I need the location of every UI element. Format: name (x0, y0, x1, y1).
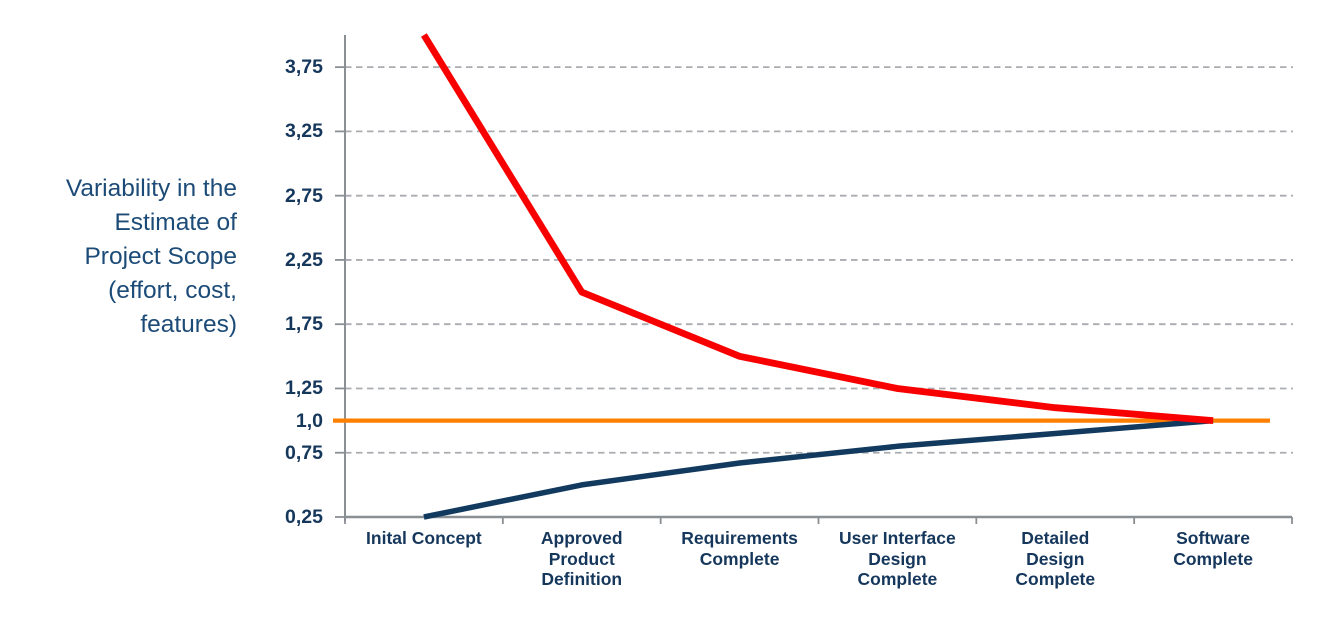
y-tick-label: 2,25 (285, 248, 323, 271)
x-category-label: Inital Concept (366, 528, 482, 548)
y-axis-title: Variability in the Estimate of Project S… (65, 175, 237, 338)
y-tick-label: 2,75 (285, 184, 323, 207)
x-category-label: Approved Product Definition (540, 528, 623, 589)
y-tick-label: 0,75 (285, 441, 323, 464)
lower-bound-estimate-line (423, 417, 1214, 520)
y-tick-label: 1,75 (285, 313, 323, 336)
y-tick-label: 3,75 (285, 56, 323, 79)
x-category-label: Software Complete (1173, 528, 1253, 569)
upper-bound-estimate-line (421, 33, 1214, 424)
y-tick-label: 3,25 (285, 120, 323, 143)
x-category-label: User Interface Design Complete (839, 528, 956, 589)
y-tick-label: 1,25 (285, 377, 323, 400)
y-tick-label: 0,25 (285, 506, 323, 528)
y-tick-label: 1,0 (295, 409, 323, 432)
x-category-label: Requirements Complete (681, 528, 798, 569)
x-category-label: Detailed Design Complete (1015, 528, 1096, 589)
